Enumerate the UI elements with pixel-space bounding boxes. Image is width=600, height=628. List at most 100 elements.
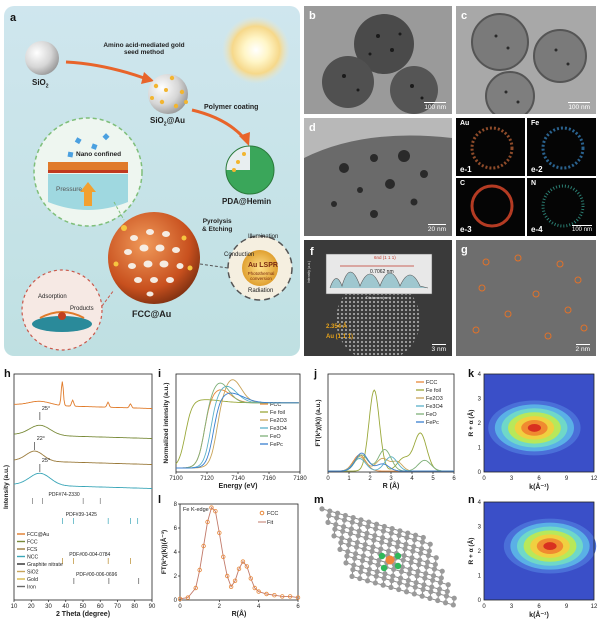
carbon-atom bbox=[368, 555, 374, 561]
fcc-data-point bbox=[217, 530, 222, 535]
carbon-atom bbox=[445, 582, 451, 588]
f-plane-label: Au (1 1 1) bbox=[326, 334, 354, 340]
y-axis-label: FT(k³χ(k)) (a.u.) bbox=[315, 399, 322, 446]
carbon-atom bbox=[413, 580, 419, 586]
y-tick-label: 3 bbox=[478, 397, 482, 403]
carbon-atom bbox=[364, 530, 370, 536]
products-label: Products bbox=[70, 306, 94, 312]
carbon-atom bbox=[364, 578, 371, 584]
carbon-atom bbox=[350, 567, 356, 573]
y-tick-label: 0 bbox=[478, 470, 482, 476]
haadf-image-g: g 2 nm bbox=[456, 240, 596, 356]
fcc-data-point bbox=[221, 554, 226, 559]
reference-label: PDF#00-004-0784 bbox=[69, 552, 110, 558]
carbon-atom bbox=[381, 575, 387, 581]
eds-label-e4: e-4 bbox=[531, 225, 543, 234]
x-tick-label: 30 bbox=[45, 604, 52, 610]
panel-label-j: j bbox=[314, 368, 318, 380]
x-tick-label: 7120 bbox=[200, 476, 214, 482]
carbon-atom bbox=[319, 506, 325, 512]
fcc-data-point bbox=[264, 591, 269, 597]
legend-entry: Fe3O4 bbox=[270, 426, 287, 432]
carbon-atom bbox=[343, 560, 349, 566]
plot-frame bbox=[483, 501, 595, 601]
x-tick-label: 3 bbox=[510, 476, 514, 482]
fit-chart-l: 0 2 4 6 R(Å) FT(k²χ(k))(Å⁻³) 0 2 4 6 8 Fe K-edge FCC… bbox=[159, 502, 300, 618]
carbon-atom bbox=[430, 577, 436, 583]
carbon-atom bbox=[428, 589, 434, 595]
carbon-atom bbox=[397, 575, 404, 581]
x-tick-label: 7180 bbox=[293, 476, 307, 482]
f-inset-value: 0.7062 nm bbox=[370, 269, 394, 275]
carbon-atom bbox=[333, 521, 339, 528]
fit-line bbox=[179, 506, 299, 600]
carbon-atom bbox=[412, 532, 419, 538]
y-axis-label: Intensity (a.u.) bbox=[3, 465, 10, 509]
carbon-atom bbox=[396, 586, 402, 593]
carbon-atom bbox=[439, 568, 445, 574]
eds-element-fe: Fe bbox=[531, 120, 540, 127]
structure-model-m bbox=[319, 506, 457, 608]
carbon-atom bbox=[370, 544, 376, 550]
carbon-atom bbox=[376, 557, 382, 563]
carbon-atom bbox=[345, 548, 351, 555]
ft-line-fepc bbox=[328, 452, 454, 472]
carbon-atom bbox=[386, 541, 393, 548]
carbon-atom bbox=[387, 537, 393, 543]
step1-label: Amino acid-mediated gold seed method bbox=[103, 42, 185, 57]
scale-bar-b: 100 nm bbox=[424, 101, 446, 111]
carbon-atom bbox=[402, 546, 408, 552]
y-tick-label: 3 bbox=[478, 525, 482, 531]
carbon-atom bbox=[360, 553, 366, 559]
carbon-atom bbox=[381, 523, 387, 530]
carbon-atom bbox=[339, 535, 345, 541]
carbon-atom bbox=[420, 586, 426, 592]
x-tick-label: 1 bbox=[347, 476, 351, 482]
catalysis-circle bbox=[21, 269, 103, 351]
y-tick-label: 4 bbox=[478, 500, 482, 506]
legend-entry: Fe2O3 bbox=[270, 418, 287, 424]
y-axis-label: Normalized intensity (a.u.) bbox=[163, 383, 170, 464]
pressure-label: Pressure bbox=[56, 186, 83, 193]
conduction-label: Conduction bbox=[224, 252, 255, 258]
x-tick-label: 10 bbox=[11, 604, 18, 610]
carbon-atom bbox=[365, 571, 372, 577]
carbon-atom bbox=[357, 521, 363, 527]
eds-label-e2: e-2 bbox=[531, 165, 543, 174]
carbon-atom bbox=[416, 562, 422, 568]
xrd-chart-h: 10 20 30 40 50 60 70 80 90 2 Theta (degree) Intens… bbox=[3, 373, 156, 618]
carbon-atom bbox=[437, 579, 444, 586]
x-tick-label: 9 bbox=[565, 604, 569, 610]
y-tick-label: 4 bbox=[478, 372, 482, 378]
x-tick-label: 4 bbox=[410, 476, 414, 482]
exafs-chart-j: 0 1 2 3 4 5 6 R (Å) FT(k³χ(k)) (a.u.) FCC Fe foil F… bbox=[315, 373, 456, 490]
scale-bar-d: 20 nm bbox=[427, 223, 446, 233]
carbon-atom bbox=[389, 526, 395, 532]
carbon-atom bbox=[379, 539, 385, 545]
panel-label-l: l bbox=[158, 494, 162, 506]
carbon-atom bbox=[430, 573, 437, 579]
carbon-atom bbox=[395, 539, 401, 545]
legend-entry: Fe3O4 bbox=[426, 404, 443, 410]
x-tick-label: 0 bbox=[178, 604, 182, 610]
carbon-atom bbox=[359, 557, 366, 564]
fcc-au-sphere bbox=[108, 212, 200, 304]
carbon-atom bbox=[358, 569, 364, 575]
carbon-atom bbox=[405, 530, 411, 536]
fcc-data-point bbox=[287, 594, 293, 599]
carbon-atom bbox=[420, 534, 426, 541]
carbon-atom bbox=[327, 508, 333, 514]
reference-label: PDF#74-2330 bbox=[49, 492, 80, 498]
carbon-atom bbox=[369, 548, 375, 554]
carbon-atom bbox=[361, 546, 367, 552]
y-axis-label: R + α (Å) bbox=[466, 410, 475, 437]
carbon-atom bbox=[421, 582, 427, 588]
fcc-data-point bbox=[177, 596, 183, 601]
f-inset-ylabel: Intensity (a.u.) bbox=[307, 260, 312, 284]
carbon-atom bbox=[403, 589, 410, 595]
legend-entry: NCC bbox=[27, 555, 38, 561]
illumination-sun-graphic bbox=[222, 16, 290, 84]
panel-label-c: c bbox=[461, 10, 468, 22]
